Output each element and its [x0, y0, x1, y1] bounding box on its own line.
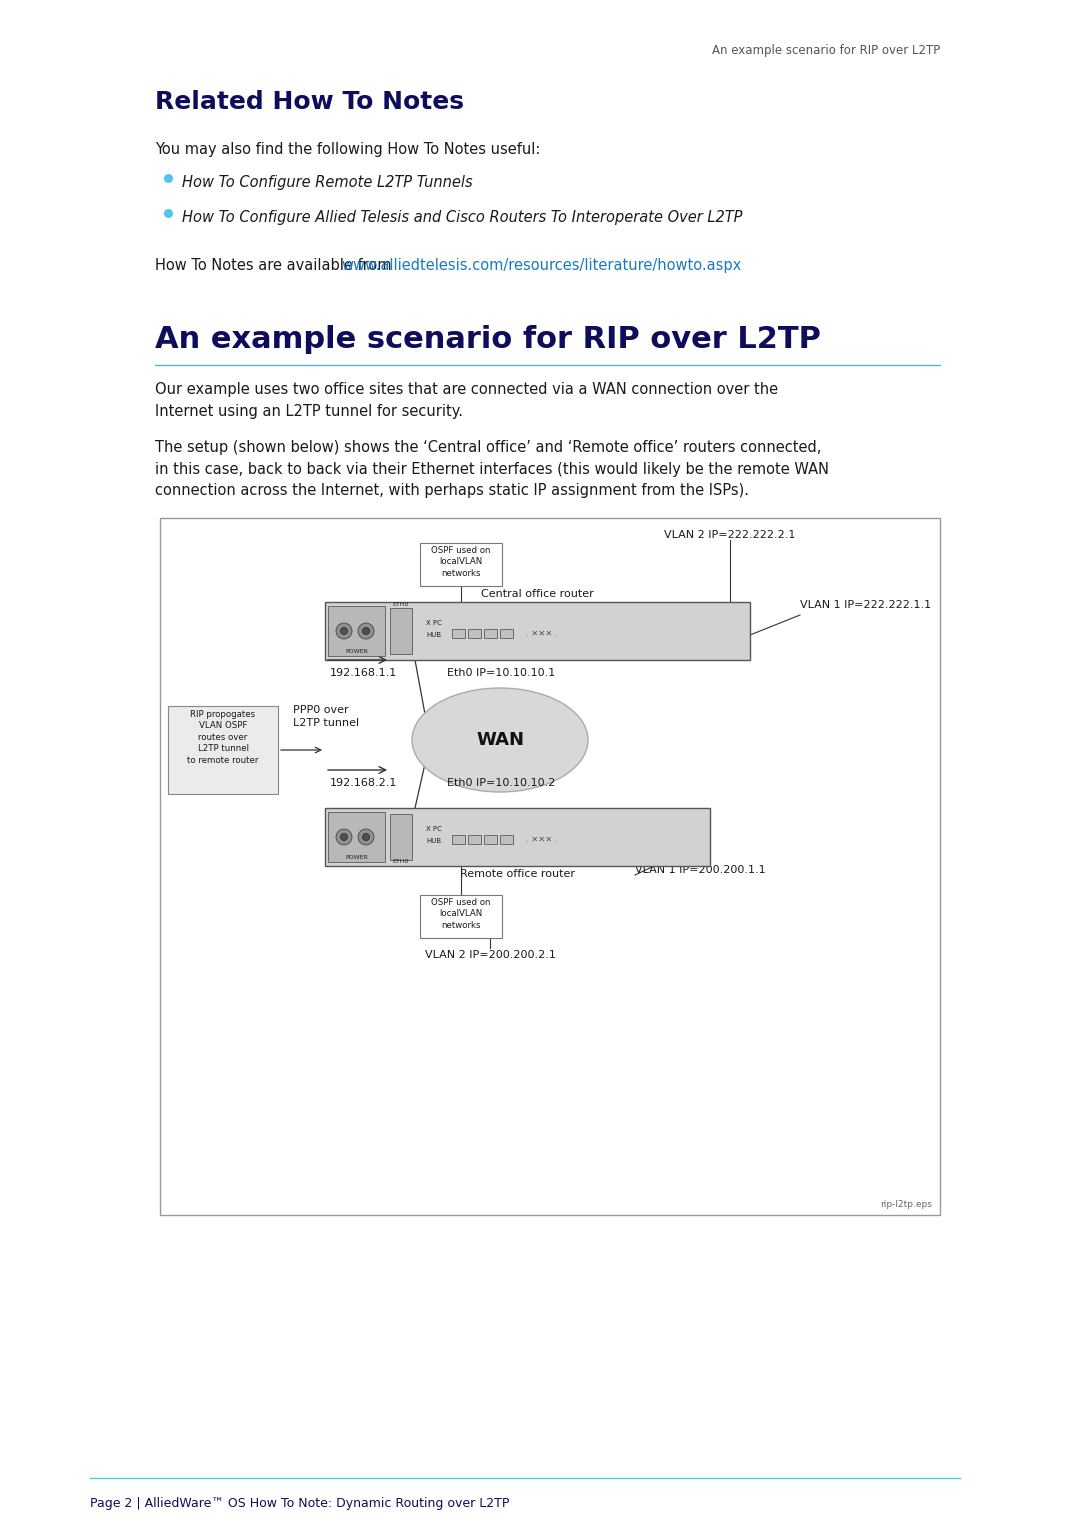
Text: VLAN 1 IP=222.222.1.1: VLAN 1 IP=222.222.1.1	[800, 600, 931, 609]
Text: An example scenario for RIP over L2TP: An example scenario for RIP over L2TP	[156, 325, 821, 354]
Text: VLAN 1 IP=200.200.1.1: VLAN 1 IP=200.200.1.1	[635, 864, 766, 875]
Text: Eth0 IP=10.10.10.1: Eth0 IP=10.10.10.1	[447, 667, 555, 678]
Text: rip-l2tp.eps: rip-l2tp.eps	[880, 1200, 932, 1209]
Text: 192.168.2.1: 192.168.2.1	[330, 777, 397, 788]
Bar	[500, 834, 513, 843]
Text: VLAN 2 IP=200.200.2.1: VLAN 2 IP=200.200.2.1	[424, 950, 555, 960]
Text: www.alliedtelesis.com/resources/literature/howto.aspx: www.alliedtelesis.com/resources/literatu…	[341, 258, 742, 273]
Text: VLAN 2 IP=222.222.2.1: VLAN 2 IP=222.222.2.1	[664, 530, 796, 541]
Bar	[500, 629, 513, 637]
Ellipse shape	[411, 689, 588, 793]
Bar	[468, 834, 481, 843]
Bar	[325, 808, 710, 866]
Circle shape	[357, 829, 374, 844]
Text: 192.168.1.1: 192.168.1.1	[330, 667, 397, 678]
Text: OSPF used on
localVLAN
networks: OSPF used on localVLAN networks	[431, 547, 490, 577]
Bar	[328, 606, 384, 657]
Text: Page 2 | AlliedWare™ OS How To Note: Dynamic Routing over L2TP: Page 2 | AlliedWare™ OS How To Note: Dyn…	[90, 1496, 510, 1510]
Text: How To Notes are available from: How To Notes are available from	[156, 258, 396, 273]
Circle shape	[340, 834, 348, 840]
Text: OSPF used on
localVLAN
networks: OSPF used on localVLAN networks	[431, 898, 490, 930]
Bar	[420, 544, 502, 586]
Text: How To Configure Allied Telesis and Cisco Routers To Interoperate Over L2TP: How To Configure Allied Telesis and Cisc…	[183, 211, 743, 224]
Text: PPP0 over
L2TP tunnel: PPP0 over L2TP tunnel	[293, 705, 360, 728]
Text: How To Configure Remote L2TP Tunnels: How To Configure Remote L2TP Tunnels	[183, 176, 473, 189]
Circle shape	[357, 623, 374, 638]
Bar	[390, 608, 411, 654]
Text: Eth0 IP=10.10.10.2: Eth0 IP=10.10.10.2	[447, 777, 555, 788]
Circle shape	[363, 834, 369, 840]
Bar	[484, 629, 497, 637]
Text: The setup (shown below) shows the ‘Central office’ and ‘Remote office’ routers c: The setup (shown below) shows the ‘Centr…	[156, 440, 829, 498]
Text: HUB: HUB	[427, 838, 442, 844]
Bar	[420, 895, 502, 938]
Text: ETH0: ETH0	[393, 860, 409, 864]
Circle shape	[340, 628, 348, 635]
Text: WAN: WAN	[476, 731, 524, 750]
Bar	[453, 629, 465, 637]
Text: X PC: X PC	[427, 826, 442, 832]
Text: Our example uses two office sites that are connected via a WAN connection over t: Our example uses two office sites that a…	[156, 382, 778, 418]
Text: POWER: POWER	[346, 855, 368, 860]
Text: . ✕✕✕ .: . ✕✕✕ .	[526, 835, 557, 844]
Circle shape	[363, 628, 369, 635]
Text: POWER: POWER	[346, 649, 368, 654]
Text: X PC: X PC	[427, 620, 442, 626]
Text: Remote office router: Remote office router	[460, 869, 575, 880]
Text: HUB: HUB	[427, 632, 442, 638]
Bar	[325, 602, 750, 660]
Text: An example scenario for RIP over L2TP: An example scenario for RIP over L2TP	[712, 44, 940, 56]
Bar	[390, 814, 411, 860]
Circle shape	[336, 829, 352, 844]
Circle shape	[336, 623, 352, 638]
Bar	[168, 705, 278, 794]
Text: RIP propogates
VLAN OSPF
routes over
L2TP tunnel
to remote router: RIP propogates VLAN OSPF routes over L2T…	[187, 710, 259, 765]
Text: ETH0: ETH0	[393, 602, 409, 608]
Text: . ✕✕✕ .: . ✕✕✕ .	[526, 629, 557, 638]
Bar	[328, 812, 384, 863]
Text: Central office router: Central office router	[481, 589, 594, 599]
Bar	[468, 629, 481, 637]
Bar	[160, 518, 940, 1215]
Bar	[484, 834, 497, 843]
Bar	[453, 834, 465, 843]
Text: You may also find the following How To Notes useful:: You may also find the following How To N…	[156, 142, 540, 157]
Text: Related How To Notes: Related How To Notes	[156, 90, 464, 115]
